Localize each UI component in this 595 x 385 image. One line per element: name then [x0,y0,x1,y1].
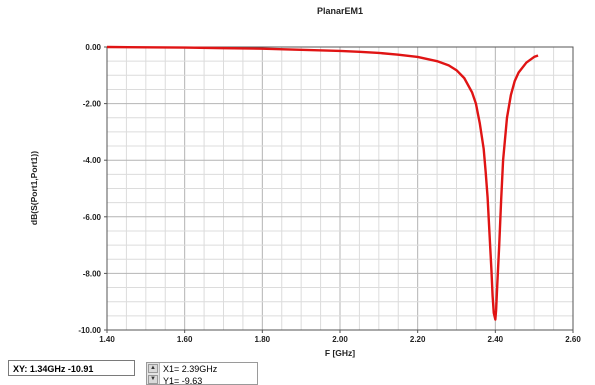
y-tick-label: 0.00 [85,43,101,52]
chart-title: PlanarEM1 [317,6,363,16]
y-tick-label: -10.00 [78,326,101,335]
x-tick-label: 2.00 [332,335,348,344]
cursor-readout: XY: 1.34GHz -10.91 [8,360,135,376]
x-tick-label: 2.60 [565,335,581,344]
scroll-up-icon[interactable]: ▲ [148,364,158,373]
y-tick-label: -6.00 [83,213,102,222]
series-line [106,45,539,321]
x-tick-label: 2.20 [410,335,426,344]
series-layer [106,45,539,321]
y-tick-label: -2.00 [83,100,102,109]
marker-x-value: X1= 2.39GHz [163,364,218,374]
x-tick-label: 1.40 [99,335,115,344]
y-tick-label: -4.00 [83,156,102,165]
x-tick-label: 2.40 [488,335,504,344]
y-axis-label: dB(S(Port1,Port1)) [29,151,39,225]
x-tick-label: 1.80 [255,335,271,344]
cursor-readout-text: XY: 1.34GHz -10.91 [13,364,94,374]
x-axis-label: F [GHz] [325,348,355,358]
marker-scrollbar[interactable]: ▲ ▼ [147,363,160,384]
scroll-down-icon[interactable]: ▼ [148,375,158,384]
x-tick-label: 1.60 [177,335,193,344]
grid [107,47,573,330]
marker-y-value: Y1= -9.63 [163,376,203,385]
axis-ticks: 1.40 1.60 1.80 2.00 2.20 2.40 2.60 0.00 -2.00 -4.… [78,43,581,344]
marker-panel: ▲ ▼ X1= 2.39GHz Y1= -9.63 [146,362,258,385]
y-tick-label: -8.00 [83,269,102,278]
